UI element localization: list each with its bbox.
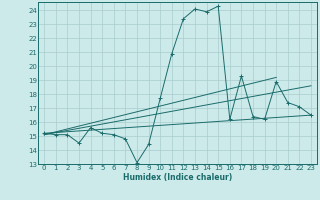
X-axis label: Humidex (Indice chaleur): Humidex (Indice chaleur) xyxy=(123,173,232,182)
